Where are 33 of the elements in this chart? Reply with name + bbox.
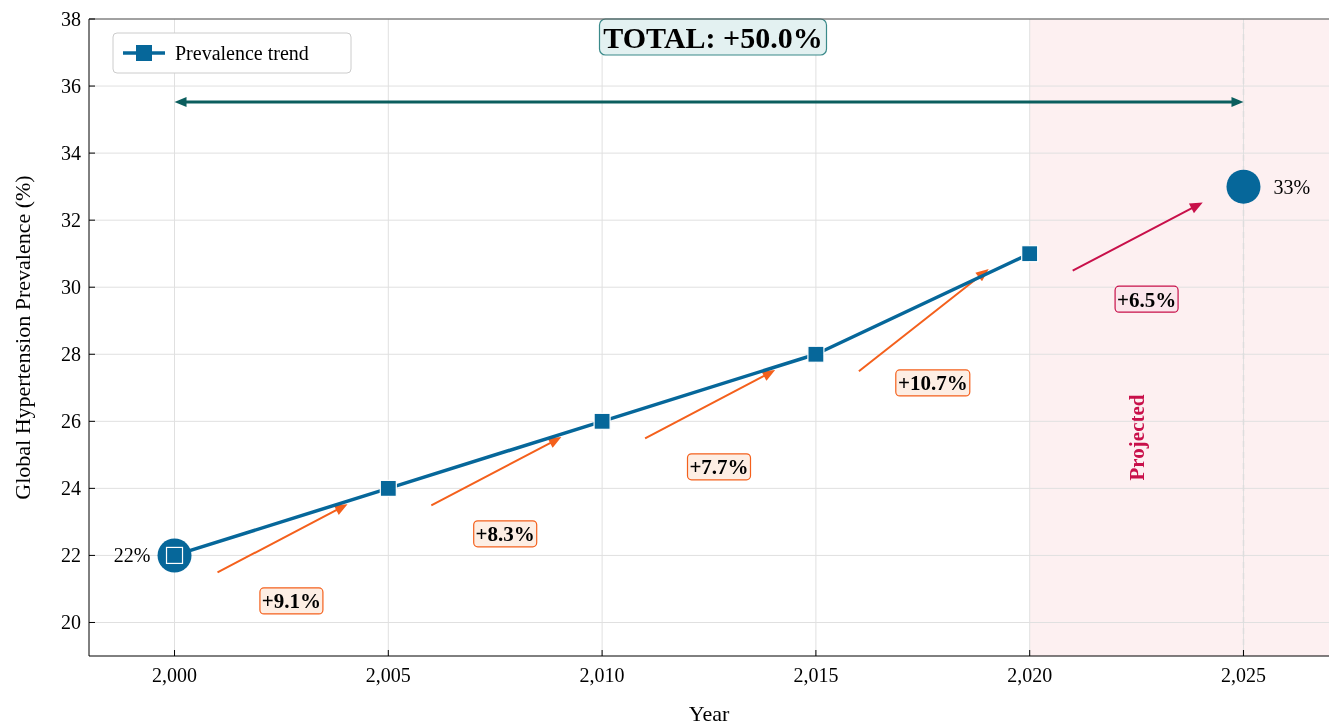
y-tick-label: 38 — [61, 8, 81, 30]
y-tick-label: 24 — [61, 477, 81, 500]
data-label: 33% — [1273, 175, 1311, 198]
point — [379, 479, 397, 497]
y-tick-label: 22 — [61, 544, 81, 567]
y-tick-label: 30 — [61, 276, 81, 299]
data-label: 22% — [113, 544, 151, 567]
y-tick-label: 34 — [61, 142, 81, 165]
y-tick-label: 28 — [61, 343, 81, 366]
legend-label: Prevalence trend — [175, 42, 309, 64]
annotation: +9.1% — [261, 589, 322, 614]
x-tick-label: 2,005 — [365, 664, 411, 686]
x-tick-label: 2,010 — [579, 664, 625, 686]
band-label: Projected — [1125, 394, 1150, 481]
point — [1021, 245, 1039, 263]
point — [807, 345, 825, 363]
y-tick-label: 26 — [61, 410, 81, 433]
x-tick-label: 2,020 — [1007, 664, 1053, 686]
annotation: +8.3% — [475, 522, 535, 547]
y-axis-title: Global Hypertension Prevalence (%) — [10, 175, 35, 500]
annotation: TOTAL: +50.0% — [603, 20, 823, 54]
x-tick-label: 2,000 — [152, 664, 198, 686]
x-axis-title: Year — [688, 701, 730, 723]
point — [593, 412, 611, 430]
y-tick-label: 36 — [61, 75, 81, 98]
annotation: +6.5% — [1116, 287, 1177, 312]
y-tick-label: 20 — [61, 611, 81, 634]
y-tick-label: 32 — [61, 209, 81, 232]
x-tick-label: 2,025 — [1220, 664, 1266, 686]
annotation: +7.7% — [689, 455, 749, 480]
annotation: +10.7% — [897, 371, 968, 396]
x-tick-label: 2,015 — [793, 664, 839, 686]
point — [1226, 169, 1261, 204]
